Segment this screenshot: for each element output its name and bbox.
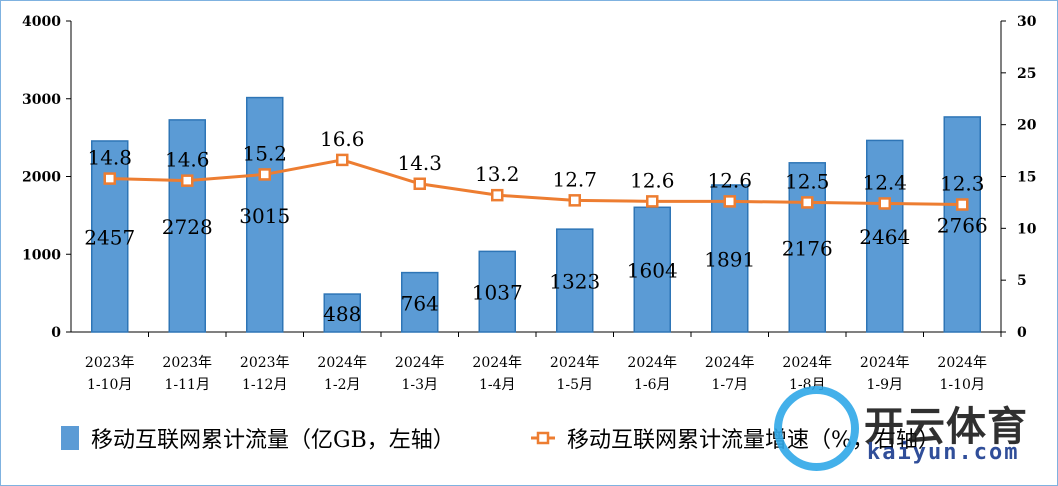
x-category-label-year: 2024年	[937, 355, 987, 371]
bar-value-label: 488	[323, 302, 361, 326]
legend-line-marker	[536, 431, 550, 445]
bar-value-label: 1323	[549, 270, 600, 294]
growth-value-label: 14.6	[165, 148, 210, 172]
bar	[401, 271, 439, 333]
x-category-label-year: 2024年	[472, 355, 522, 371]
growth-marker	[723, 195, 736, 208]
kaiyun-logo-icon	[774, 386, 859, 471]
x-category-label-month: 1-7月	[711, 377, 748, 393]
growth-marker	[491, 188, 504, 202]
legend-bar-swatch	[61, 426, 79, 450]
x-category-label-month: 1-6月	[634, 377, 671, 393]
growth-value-label: 13.2	[475, 162, 520, 186]
growth-marker	[568, 194, 581, 207]
right-tick-label: 25	[1017, 66, 1036, 82]
bar	[478, 250, 516, 333]
bar	[633, 206, 671, 333]
growth-value-label: 12.3	[940, 171, 985, 195]
bar-value-label: 2464	[859, 225, 910, 249]
left-tick-label: 4000	[22, 14, 61, 30]
growth-value-label: 12.6	[707, 168, 752, 192]
growth-value-label: 12.5	[785, 169, 830, 193]
growth-marker	[103, 172, 116, 185]
watermark-logo: 开云体育 kaiyun.com	[769, 386, 1039, 471]
bar	[323, 293, 361, 333]
growth-marker	[801, 196, 814, 209]
bar-value-label: 2766	[937, 213, 988, 237]
x-category-label-month: 1-4月	[479, 377, 516, 393]
x-category-label-month: 1-10月	[87, 377, 132, 393]
growth-marker	[413, 177, 426, 191]
bar	[556, 228, 594, 333]
right-tick-label: 0	[1017, 325, 1027, 341]
left-tick-label: 2000	[22, 170, 61, 186]
growth-value-label: 16.6	[320, 127, 365, 151]
x-category-label-month: 1-2月	[324, 377, 361, 393]
growth-value-label: 14.8	[87, 146, 132, 170]
watermark-cn: 开云体育	[864, 404, 1028, 450]
growth-marker	[956, 198, 969, 211]
growth-marker	[336, 153, 349, 167]
x-category-label-month: 1-9月	[866, 377, 903, 393]
bar-value-label: 1891	[704, 247, 755, 271]
growth-value-label: 12.6	[630, 168, 675, 192]
right-tick-label: 5	[1017, 273, 1027, 289]
bar	[711, 184, 749, 333]
growth-marker	[878, 197, 891, 210]
bar-value-label: 2457	[84, 225, 135, 249]
x-category-label-month: 1-3月	[401, 377, 438, 393]
x-category-label-month: 1-12月	[242, 377, 287, 393]
x-category-label-year: 2023年	[240, 355, 290, 371]
x-category-label-year: 2023年	[85, 355, 135, 371]
x-category-label-year: 2024年	[782, 355, 832, 371]
right-tick-label: 15	[1017, 170, 1036, 186]
bar	[943, 116, 981, 333]
x-category-label-year: 2024年	[705, 355, 755, 371]
bar	[788, 162, 826, 333]
bar-value-label: 3015	[239, 204, 290, 228]
right-tick-label: 30	[1017, 14, 1037, 30]
x-category-label-year: 2024年	[627, 355, 677, 371]
x-category-label-year: 2024年	[317, 355, 367, 371]
x-category-label-year: 2023年	[162, 355, 212, 371]
left-tick-label: 0	[51, 325, 61, 341]
growth-value-label: 12.7	[552, 167, 597, 191]
left-tick-label: 1000	[22, 247, 61, 263]
legend-line-label: 移动互联网累计流量增速（%，右轴）	[567, 428, 940, 453]
growth-line	[109, 158, 963, 206]
growth-marker	[181, 174, 194, 187]
bar-value-label: 2176	[782, 236, 833, 260]
legend-bar-label: 移动互联网累计流量（亿GB，左轴）	[91, 428, 455, 453]
bar-value-label: 1604	[627, 259, 678, 283]
x-category-label-month: 1-5月	[556, 377, 593, 393]
bar	[866, 139, 904, 333]
x-category-label-month: 1-10月	[940, 377, 985, 393]
watermark-en: kaiyun.com	[867, 440, 1020, 465]
bar-value-label: 2728	[162, 215, 213, 239]
right-tick-label: 20	[1017, 118, 1037, 134]
bar-value-label: 764	[401, 291, 439, 315]
x-category-label-year: 2024年	[395, 355, 445, 371]
growth-value-label: 15.2	[242, 141, 287, 165]
bar	[246, 96, 284, 333]
right-tick-label: 10	[1017, 221, 1037, 237]
x-category-label-year: 2024年	[860, 355, 910, 371]
bar-value-label: 1037	[472, 281, 523, 305]
growth-marker	[258, 168, 271, 181]
left-tick-label: 3000	[22, 92, 61, 108]
growth-marker	[646, 195, 659, 208]
x-category-label-month: 1-11月	[165, 377, 210, 393]
growth-value-label: 12.4	[862, 170, 907, 194]
x-category-label-year: 2024年	[550, 355, 600, 371]
bar	[168, 119, 206, 333]
growth-value-label: 14.3	[397, 151, 442, 175]
